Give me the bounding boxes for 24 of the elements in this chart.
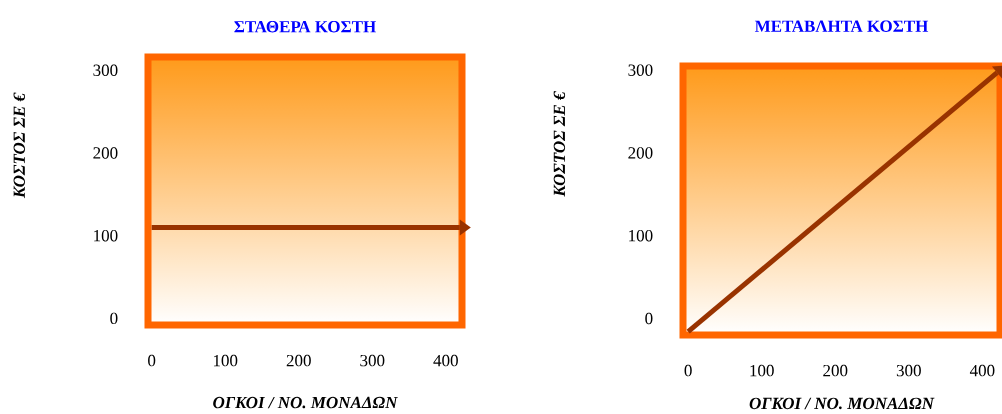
x-tick-label: 100 xyxy=(213,354,238,367)
x-tick-label: 100 xyxy=(750,364,774,377)
x-tick-label: 400 xyxy=(433,354,458,367)
y-tick-label: 300 xyxy=(93,64,118,76)
y-tick-label: 0 xyxy=(645,312,653,325)
y-tick-label: 100 xyxy=(629,229,653,242)
y-tick-label: 0 xyxy=(110,312,118,325)
y-tick-label: 200 xyxy=(93,147,118,159)
x-tick-label: 300 xyxy=(360,354,385,367)
x-tick-label: 200 xyxy=(286,354,311,367)
x-tick-label: 200 xyxy=(823,364,848,377)
y-tick-label: 100 xyxy=(94,229,118,242)
x-axis-title: ΟΓΚΟΙ / ΝΟ. ΜΟΝΑΔΩΝ xyxy=(213,396,398,409)
y-tick-label: 200 xyxy=(628,147,653,159)
x-tick-label: 300 xyxy=(896,364,921,377)
x-tick-label: 400 xyxy=(969,364,995,377)
chart-title: ΣΤΑΘΕΡΑ ΚΟΣΤΗ xyxy=(234,21,376,33)
x-axis-title: ΟΓΚΟΙ / ΝΟ. ΜΟΝΑΔΩΝ xyxy=(749,397,935,410)
chart-title: ΜΕΤΑΒΛΗΤΑ ΚΟΣΤΗ xyxy=(754,20,929,32)
x-tick-label: 0 xyxy=(684,364,692,377)
y-axis-title: ΚΟΣΤΟΣ ΣΕ € xyxy=(553,91,566,197)
y-axis-title: ΚΟΣΤΟΣ ΣΕ € xyxy=(13,92,25,199)
x-tick-label: 0 xyxy=(148,354,156,367)
y-tick-label: 300 xyxy=(628,64,653,76)
